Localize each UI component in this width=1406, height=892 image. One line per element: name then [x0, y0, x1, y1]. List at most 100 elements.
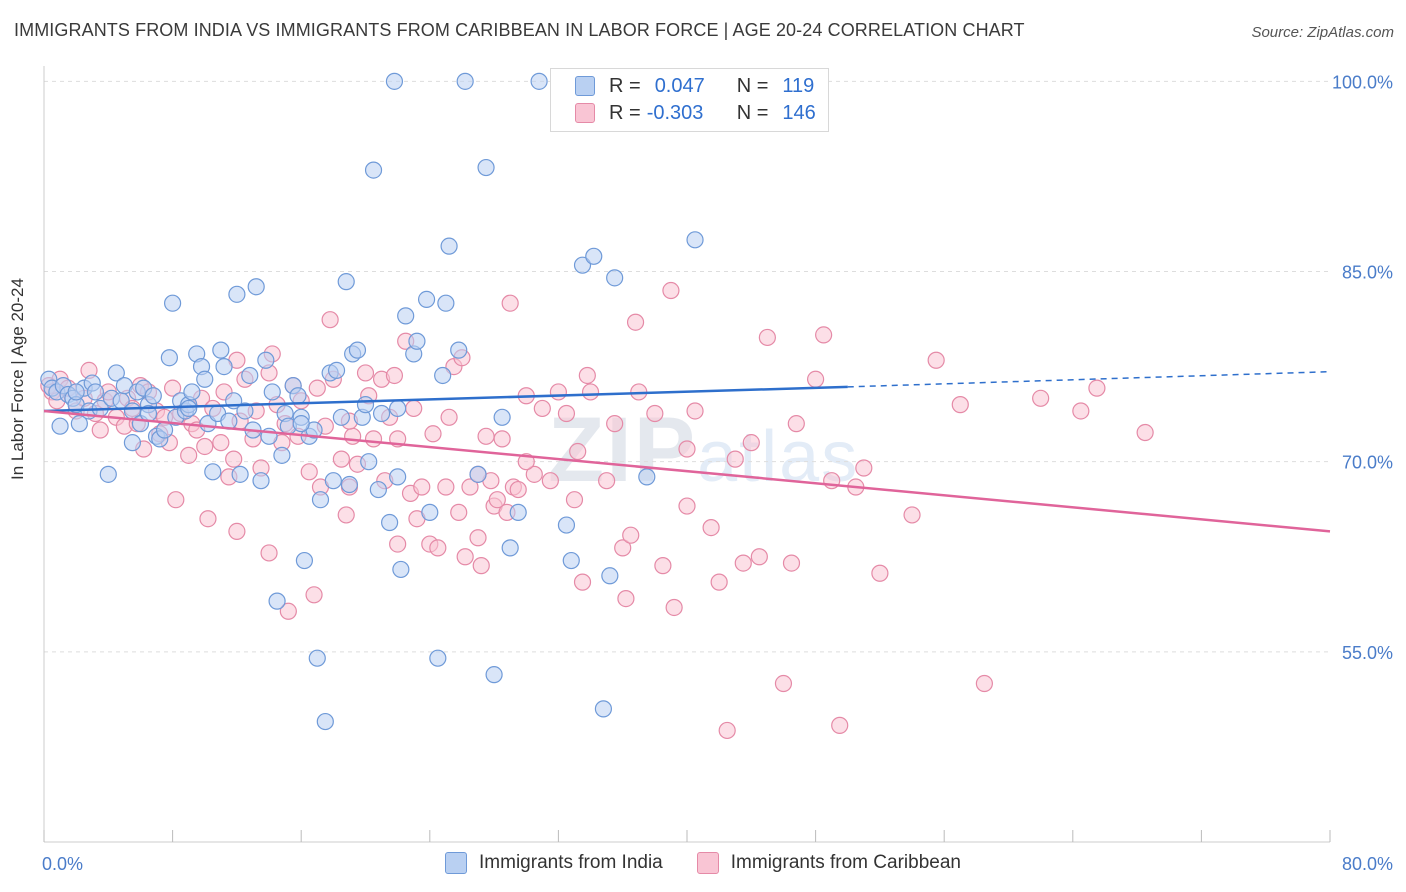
source-label: Source: ZipAtlas.com	[1251, 24, 1394, 41]
india-point	[316, 712, 334, 731]
india-point	[70, 415, 88, 433]
x-tick-label: 0.0%	[42, 854, 83, 874]
caribbean-point	[456, 548, 474, 566]
caribbean-point	[212, 434, 230, 452]
caribbean-point	[815, 326, 833, 344]
caribbean-point	[750, 548, 768, 566]
india-point	[501, 539, 519, 557]
legend-caribbean-label: Immigrants from Caribbean	[730, 852, 961, 873]
caribbean-point	[581, 383, 600, 401]
axes	[43, 66, 1331, 843]
caribbean-point	[364, 430, 383, 448]
india-point	[144, 387, 162, 405]
india-point	[252, 472, 270, 490]
india-point	[295, 551, 314, 570]
caribbean-trend-line	[43, 409, 1331, 533]
india-n-label: N =	[736, 74, 769, 97]
caribbean-point	[614, 539, 632, 557]
india-point	[397, 307, 415, 325]
india-point	[485, 666, 503, 684]
caribbean-point	[702, 518, 720, 537]
india-point	[429, 649, 447, 667]
india-point	[257, 351, 275, 369]
caribbean-point	[622, 526, 640, 544]
caribbean-r-label: R =	[609, 101, 641, 124]
caribbean-point	[279, 602, 297, 620]
caribbean-point	[565, 491, 584, 509]
y-tick-label: 55.0%	[1342, 643, 1393, 663]
india-point	[204, 463, 222, 481]
india-point	[273, 446, 291, 464]
india-point	[417, 290, 436, 309]
caribbean-n-value: 146	[782, 101, 816, 124]
caribbean-point	[321, 311, 339, 329]
y-tick-label: 100.0%	[1332, 72, 1393, 92]
caribbean-point	[678, 497, 696, 515]
caribbean-point	[424, 425, 442, 443]
caribbean-point	[533, 399, 551, 418]
india-point	[327, 361, 346, 379]
caribbean-point	[260, 544, 278, 562]
india-point	[594, 700, 613, 718]
caribbean-point	[903, 506, 921, 524]
caribbean-point	[549, 383, 568, 401]
india-point	[408, 332, 426, 350]
caribbean-point	[678, 440, 696, 458]
caribbean-point	[686, 402, 704, 420]
india-trend-line	[43, 385, 848, 413]
india-point	[263, 383, 281, 401]
caribbean-point	[806, 370, 825, 388]
india-point	[385, 72, 404, 90]
caribbean-point	[472, 557, 490, 575]
caribbean-r-value: -0.303	[646, 101, 704, 124]
caribbean-point	[742, 434, 760, 452]
caribbean-point	[758, 328, 776, 347]
caribbean-points	[40, 281, 1154, 740]
caribbean-point	[787, 415, 805, 433]
india-point	[356, 396, 375, 414]
caribbean-point	[196, 437, 214, 456]
caribbean-point	[308, 379, 326, 397]
caribbean-point	[734, 554, 752, 572]
caribbean-point	[662, 281, 680, 300]
india-point	[372, 404, 391, 423]
caribbean-point	[855, 459, 873, 477]
india-point	[638, 468, 656, 486]
india-point	[360, 453, 378, 471]
caribbean-point	[429, 539, 447, 557]
caribbean-point	[569, 442, 587, 461]
india-point	[292, 415, 310, 433]
caribbean-point	[726, 450, 744, 468]
y-tick-label: 85.0%	[1342, 263, 1393, 283]
caribbean-point	[573, 573, 592, 591]
caribbean-point	[975, 674, 993, 693]
x-tick-label: 80.0%	[1342, 854, 1393, 874]
caribbean-point	[501, 294, 519, 312]
india-n-value: 119	[782, 74, 815, 97]
india-point	[99, 465, 117, 483]
india-point	[247, 278, 265, 296]
legend-item-india[interactable]: Immigrants from India	[445, 852, 663, 874]
caribbean-point	[509, 480, 527, 499]
legend-item-caribbean[interactable]: Immigrants from Caribbean	[696, 852, 961, 874]
india-point	[585, 247, 603, 265]
india-trend-extension	[847, 370, 1331, 388]
caribbean-point	[405, 399, 423, 418]
caribbean-point	[1136, 423, 1154, 442]
india-point	[437, 294, 455, 312]
trend-lines	[43, 370, 1331, 533]
caribbean-point	[927, 351, 945, 369]
stats-box: R = 0.047 N = 119 R = -0.303 N = 146	[550, 68, 829, 132]
caribbean-point	[225, 450, 243, 468]
india-point	[268, 592, 286, 610]
india-point	[509, 503, 527, 521]
caribbean-point	[541, 472, 559, 490]
legend-india-label: Immigrants from India	[479, 852, 663, 873]
india-point	[477, 158, 495, 177]
caribbean-n-label: N =	[736, 101, 769, 124]
chart-title: IMMIGRANTS FROM INDIA VS IMMIGRANTS FROM…	[14, 20, 1025, 40]
legend: Immigrants from India Immigrants from Ca…	[0, 852, 1406, 874]
caribbean-point	[199, 510, 217, 528]
india-point	[469, 465, 487, 483]
caribbean-point	[488, 491, 506, 509]
